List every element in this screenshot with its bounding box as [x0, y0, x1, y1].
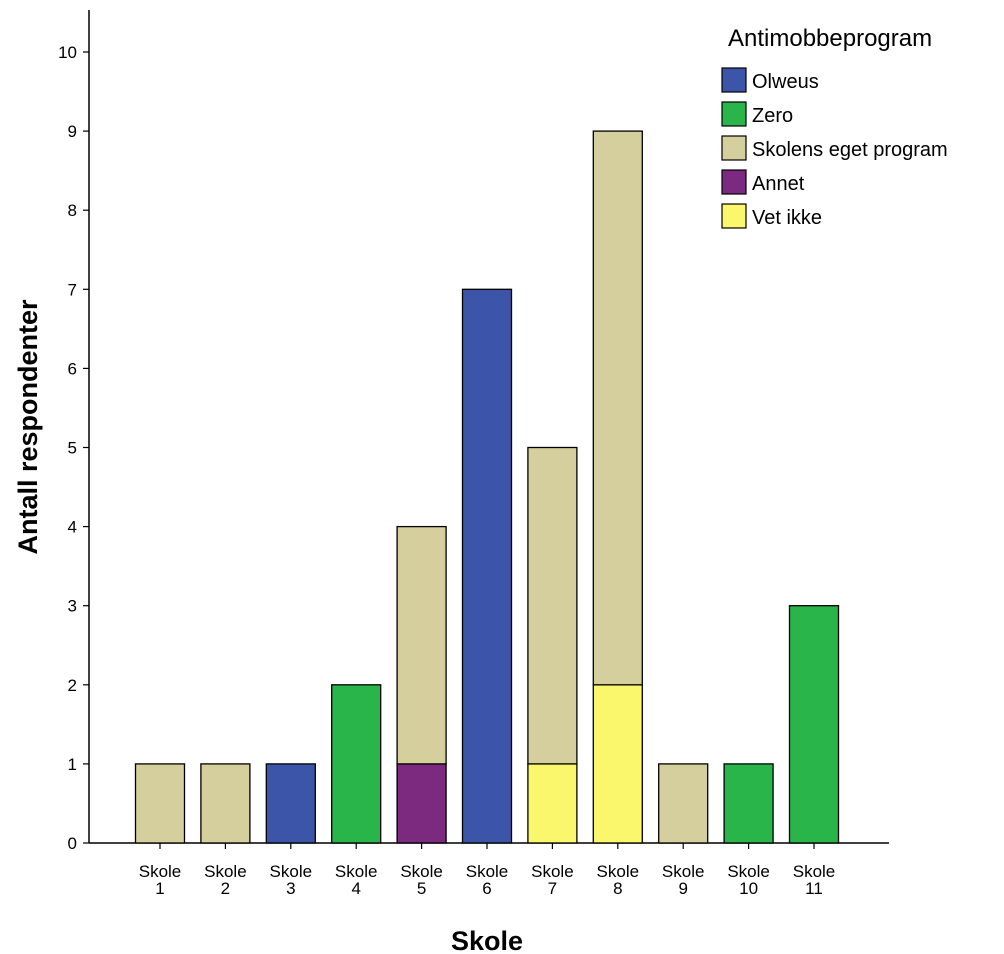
bars — [134, 130, 840, 844]
bar-segment — [396, 525, 447, 765]
bar-segment — [331, 684, 382, 844]
bar-segment — [527, 446, 578, 765]
y-tick-label: 2 — [68, 676, 77, 695]
x-axis-title: Skole — [451, 926, 523, 954]
y-tick-label: 9 — [68, 122, 77, 141]
bar-segment — [396, 763, 447, 844]
bar-segment — [723, 763, 774, 844]
legend-swatch — [721, 203, 747, 229]
x-tick-label: Skole 11 — [793, 862, 836, 898]
legend-title: Antimobbeprogram — [728, 25, 932, 52]
x-tick-label: Skole 3 — [270, 862, 313, 898]
x-tick-label: Skole 10 — [727, 862, 770, 898]
y-tick-label: 10 — [58, 43, 77, 62]
y-tick-label: 1 — [68, 755, 77, 774]
y-tick-labels: 0 1 2 3 4 5 6 7 8 9 10 — [58, 43, 77, 853]
x-tick-labels: Skole 1 Skole 2 Skole 3 Skole 4 Skole 5 Skole 6 Skol… — [139, 862, 836, 898]
legend-swatch — [721, 135, 747, 161]
x-tick-label: Skole 2 — [204, 862, 247, 898]
y-tick-label: 4 — [68, 518, 77, 537]
bar-segment — [592, 130, 643, 686]
bar-segment — [134, 763, 186, 844]
y-tick-label: 3 — [68, 597, 77, 616]
y-tick-label: 8 — [68, 201, 77, 220]
legend-swatch — [721, 101, 747, 127]
y-tick-label: 0 — [68, 834, 77, 853]
legend: Antimobbeprogram Olweus Zero Skolens eget … — [721, 25, 948, 229]
y-tick-label: 7 — [68, 280, 77, 299]
legend-label: Skolens eget program — [752, 139, 948, 161]
bar-segment — [200, 763, 251, 844]
legend-label: Vet ikke — [752, 207, 822, 229]
legend-swatch — [721, 169, 747, 195]
y-tick-label: 6 — [68, 359, 77, 378]
x-tick-label: Skole 6 — [466, 862, 509, 898]
legend-label: Olweus — [752, 71, 819, 93]
bar-segment — [527, 763, 578, 844]
x-tick-label: Skole 8 — [597, 862, 640, 898]
y-tick-label: 5 — [68, 439, 77, 458]
bar-segment — [461, 288, 513, 844]
x-tick-label: Skole 4 — [335, 862, 378, 898]
bar-segment — [592, 684, 643, 844]
x-tick-label: Skole 9 — [662, 862, 705, 898]
legend-label: Annet — [752, 173, 805, 195]
x-tick-label: Skole 5 — [400, 862, 443, 898]
bar-segment — [788, 605, 840, 844]
x-tick-label: Skole 1 — [139, 862, 182, 898]
legend-swatch — [721, 67, 747, 93]
bar-segment — [265, 763, 316, 844]
bar-segment — [658, 763, 709, 844]
x-tick-label: Skole 7 — [531, 862, 574, 898]
y-axis-title: Antall respondenter — [13, 299, 43, 555]
legend-label: Zero — [752, 105, 793, 127]
